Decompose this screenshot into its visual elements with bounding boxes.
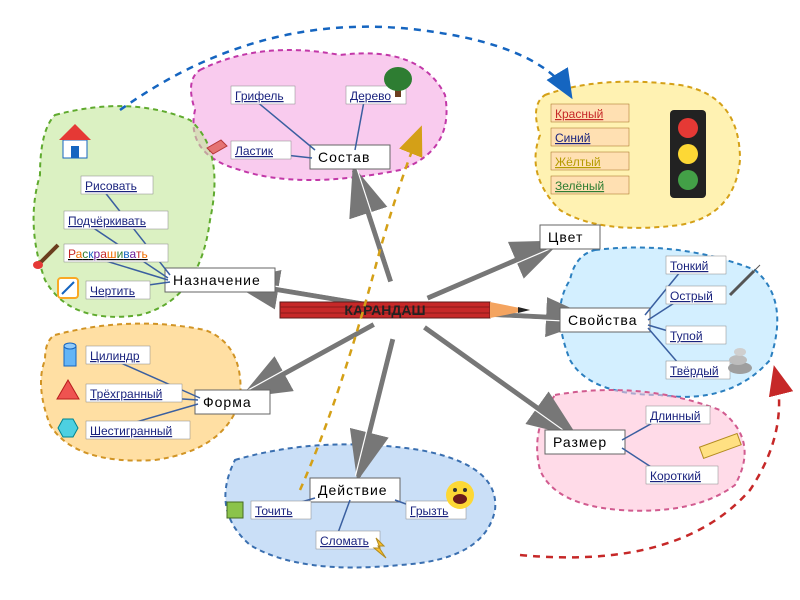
spoke-sostav bbox=[354, 170, 390, 281]
item-text: Грызть bbox=[410, 504, 448, 518]
label-naznachenie: Назначение bbox=[173, 272, 261, 288]
spoke-forma bbox=[245, 324, 374, 395]
item-text: Зелёный bbox=[555, 179, 604, 193]
trafficlight-icon bbox=[670, 110, 706, 198]
drafttool-icon bbox=[58, 278, 78, 298]
mouth-icon bbox=[446, 481, 474, 509]
spoke-razmer bbox=[424, 327, 573, 433]
item-text: Раскрашивать bbox=[68, 247, 148, 261]
item-text: Грифель bbox=[235, 89, 284, 103]
item-text: Дерево bbox=[350, 89, 391, 103]
item-text: Рисовать bbox=[85, 179, 137, 193]
item-text: Точить bbox=[255, 504, 293, 518]
label-forma: Форма bbox=[203, 394, 252, 410]
item-text: Длинный bbox=[650, 409, 700, 423]
item-text: Чертить bbox=[90, 284, 135, 298]
item-text: Цилиндр bbox=[90, 349, 140, 363]
label-razmer: Размер bbox=[553, 434, 607, 450]
label-sostav: Состав bbox=[318, 149, 370, 165]
item-text: Короткий bbox=[650, 469, 701, 483]
item-text: Трёхгранный bbox=[90, 387, 162, 401]
center-label: КАРАНДАШ bbox=[344, 302, 425, 318]
cylinder-icon bbox=[64, 343, 76, 366]
label-svoistva: Свойства bbox=[568, 312, 637, 328]
item-text: Сломать bbox=[320, 534, 369, 548]
spoke-layer bbox=[234, 169, 591, 476]
item-text: Твёрдый bbox=[670, 364, 719, 378]
item-text: Ластик bbox=[235, 144, 274, 158]
spoke-cvet bbox=[428, 243, 558, 299]
item-text: Подчёркивать bbox=[68, 214, 146, 228]
center-pencil: КАРАНДАШ bbox=[280, 302, 530, 318]
label-cvet: Цвет bbox=[548, 229, 583, 245]
hexagon-icon bbox=[58, 419, 78, 437]
item-text: Шестигранный bbox=[90, 424, 172, 438]
label-deistvie: Действие bbox=[318, 482, 388, 498]
item-text: Тупой bbox=[670, 329, 703, 343]
item-text: Острый bbox=[670, 289, 713, 303]
item-text: Жёлтый bbox=[555, 155, 601, 169]
item-text: Тонкий bbox=[670, 259, 708, 273]
item-text: Красный bbox=[555, 107, 603, 121]
sharpener-icon bbox=[227, 502, 243, 518]
item-text: Синий bbox=[555, 131, 590, 145]
